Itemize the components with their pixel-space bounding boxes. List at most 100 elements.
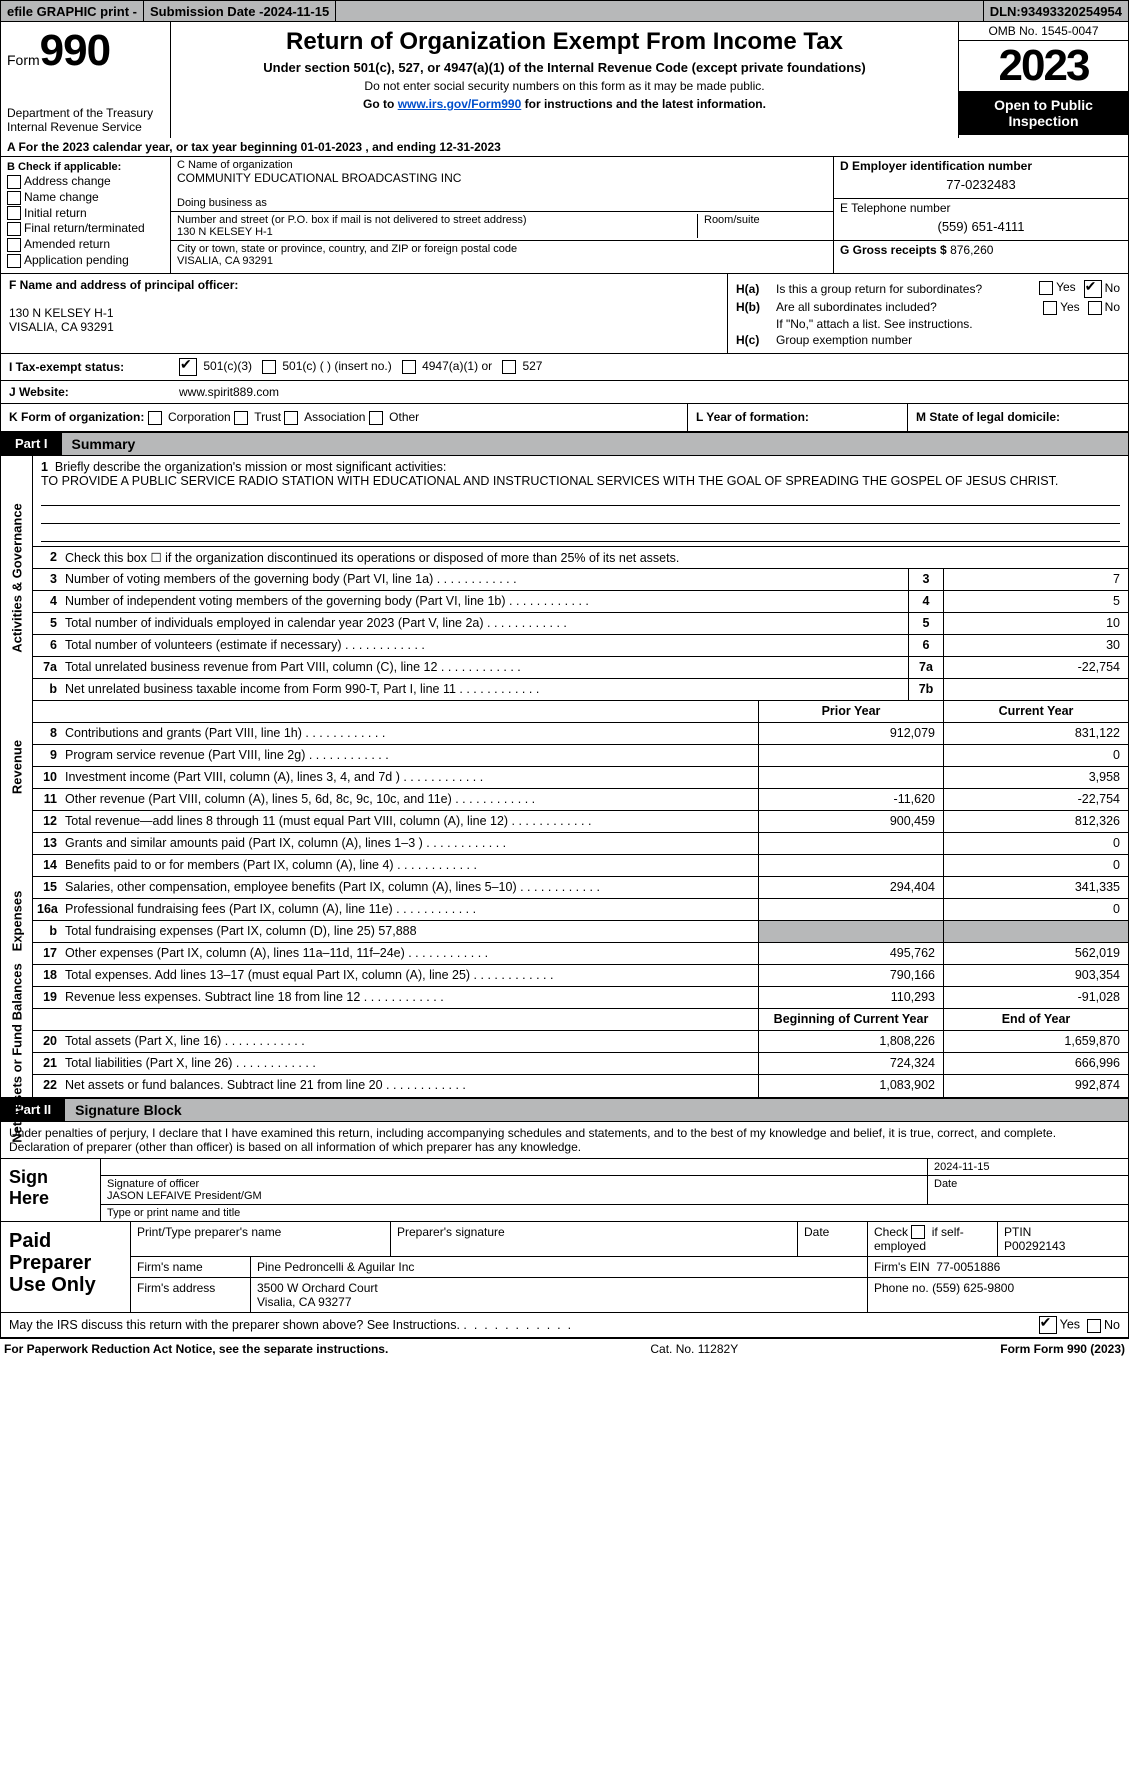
section-governance: Activities & Governance 1 Briefly descri… (0, 456, 1129, 701)
officer-addr2: VISALIA, CA 93291 (9, 320, 719, 334)
section-fh: F Name and address of principal officer:… (0, 274, 1129, 354)
gov-line: 4Number of independent voting members of… (33, 591, 1128, 613)
firm-addr-label: Firm's address (131, 1278, 251, 1312)
section-netassets: Net Assets or Fund Balances Beginning of… (0, 1009, 1129, 1098)
box-h: H(a) Is this a group return for subordin… (728, 274, 1128, 353)
header-mid: Return of Organization Exempt From Incom… (171, 22, 958, 138)
chk-name[interactable]: Name change (7, 190, 164, 205)
date-label: Date (928, 1176, 1128, 1204)
footer-catno: Cat. No. 11282Y (650, 1342, 738, 1356)
officer-addr1: 130 N KELSEY H-1 (9, 306, 719, 320)
box-c: C Name of organization COMMUNITY EDUCATI… (171, 157, 833, 273)
net-header: Beginning of Current Year End of Year (33, 1009, 1128, 1031)
vtab-revenue: Revenue (1, 701, 33, 833)
dept-irs: Internal Revenue Service (7, 120, 164, 134)
part-ii-header: Part II Signature Block (0, 1098, 1129, 1122)
chk-address[interactable]: Address change (7, 174, 164, 189)
vtab-netassets: Net Assets or Fund Balances (1, 1009, 33, 1097)
ptin-label: PTIN (1004, 1225, 1122, 1239)
ssn-note: Do not enter social security numbers on … (179, 79, 950, 93)
dba-label: Doing business as (177, 197, 827, 209)
rev-line: 9Program service revenue (Part VIII, lin… (33, 745, 1128, 767)
rev-line: 8Contributions and grants (Part VIII, li… (33, 723, 1128, 745)
open-inspection: Open to Public Inspection (959, 91, 1128, 135)
chk-pending[interactable]: Application pending (7, 253, 164, 268)
hb-text: Are all subordinates included? (776, 300, 1043, 314)
chk-trust[interactable]: Trust (234, 410, 281, 424)
page-footer: For Paperwork Reduction Act Notice, see … (0, 1338, 1129, 1359)
exp-line: 19Revenue less expenses. Subtract line 1… (33, 987, 1128, 1009)
org-name-label: C Name of organization (177, 159, 827, 171)
hb-no[interactable]: No (1088, 300, 1120, 315)
chk-assoc[interactable]: Association (284, 410, 365, 424)
print-name-label: Type or print name and title (101, 1205, 1128, 1221)
mission-text: TO PROVIDE A PUBLIC SERVICE RADIO STATIO… (41, 474, 1058, 488)
exp-line: 17Other expenses (Part IX, column (A), l… (33, 943, 1128, 965)
firm-phone: (559) 625-9800 (932, 1281, 1014, 1295)
line-j: J Website: www.spirit889.com (0, 381, 1129, 404)
m-label: M State of legal domicile: (916, 410, 1060, 424)
exp-line: bTotal fundraising expenses (Part IX, co… (33, 921, 1128, 943)
chk-corp[interactable]: Corporation (148, 410, 231, 424)
city-label: City or town, state or province, country… (177, 243, 827, 255)
line-i: I Tax-exempt status: 501(c)(3) 501(c) ( … (0, 354, 1129, 381)
section-revenue: Revenue Prior Year Current Year 8Contrib… (0, 701, 1129, 833)
sig-officer-label: Signature of officer (107, 1178, 921, 1190)
box-d: D Employer identification number 77-0232… (833, 157, 1128, 273)
net-line: 22Net assets or fund balances. Subtract … (33, 1075, 1128, 1097)
chk-527[interactable]: 527 (502, 359, 542, 374)
ein-label: D Employer identification number (840, 159, 1122, 173)
header-left: Form990 Department of the Treasury Inter… (1, 22, 171, 138)
footer-left: For Paperwork Reduction Act Notice, see … (4, 1342, 388, 1356)
ptin-value: P00292143 (1004, 1239, 1122, 1253)
form-label: Form (7, 52, 40, 68)
sign-here-label: Sign Here (1, 1159, 101, 1221)
gov-line: bNet unrelated business taxable income f… (33, 679, 1128, 701)
officer-label: F Name and address of principal officer: (9, 278, 719, 292)
hb-yes[interactable]: Yes (1043, 300, 1080, 315)
chk-501c[interactable]: 501(c) ( ) (insert no.) (262, 359, 392, 374)
box-b-title: B Check if applicable: (7, 161, 164, 173)
city-state-zip: VISALIA, CA 93291 (177, 255, 827, 267)
firm-name-label: Firm's name (131, 1257, 251, 1277)
chk-final[interactable]: Final return/terminated (7, 221, 164, 236)
chk-other[interactable]: Other (369, 410, 419, 424)
form-subtitle: Under section 501(c), 527, or 4947(a)(1)… (179, 60, 950, 75)
hc-text: Group exemption number (776, 333, 1120, 347)
chk-self-employed[interactable] (911, 1225, 925, 1239)
gov-line: 6Total number of volunteers (estimate if… (33, 635, 1128, 657)
period-row: A For the 2023 calendar year, or tax yea… (0, 138, 1129, 157)
chk-initial[interactable]: Initial return (7, 206, 164, 221)
dln-cell: DLN: 93493320254954 (984, 1, 1128, 21)
discuss-yes[interactable]: Yes (1039, 1316, 1080, 1334)
ha-yes[interactable]: Yes (1039, 280, 1076, 298)
spacer (336, 1, 984, 21)
form-title: Return of Organization Exempt From Incom… (179, 28, 950, 56)
firm-ein: 77-0051886 (936, 1260, 1000, 1274)
section-bcd: B Check if applicable: Address change Na… (0, 157, 1129, 274)
room-label: Room/suite (697, 214, 827, 238)
discuss-no[interactable]: No (1087, 1318, 1120, 1333)
net-line: 21Total liabilities (Part X, line 26)724… (33, 1053, 1128, 1075)
net-line: 20Total assets (Part X, line 16)1,808,22… (33, 1031, 1128, 1053)
vtab-governance: Activities & Governance (1, 456, 33, 701)
sign-date: 2024-11-15 (928, 1159, 1128, 1175)
gross-label: G Gross receipts $ (840, 243, 950, 257)
preparer-sig-hdr: Preparer's signature (391, 1222, 798, 1257)
ha-no[interactable]: No (1084, 280, 1120, 298)
chk-501c3[interactable]: 501(c)(3) (179, 358, 252, 376)
tel-value: (559) 651-4111 (840, 215, 1122, 238)
exp-line: 14Benefits paid to or for members (Part … (33, 855, 1128, 877)
k-label: K Form of organization: (9, 410, 144, 424)
gov-line: 2Check this box ☐ if the organization di… (33, 547, 1128, 569)
form-number: 990 (40, 26, 110, 75)
preparer-date-hdr: Date (798, 1222, 868, 1257)
chk-amended[interactable]: Amended return (7, 237, 164, 252)
chk-4947[interactable]: 4947(a)(1) or (402, 359, 492, 374)
firm-addr2: Visalia, CA 93277 (257, 1295, 861, 1309)
irs-link[interactable]: www.irs.gov/Form990 (398, 97, 522, 111)
gov-line: 5Total number of individuals employed in… (33, 613, 1128, 635)
dept-treasury: Department of the Treasury (7, 106, 164, 120)
officer-name: JASON LEFAIVE President/GM (107, 1190, 921, 1202)
signature-block: Under penalties of perjury, I declare th… (0, 1122, 1129, 1222)
